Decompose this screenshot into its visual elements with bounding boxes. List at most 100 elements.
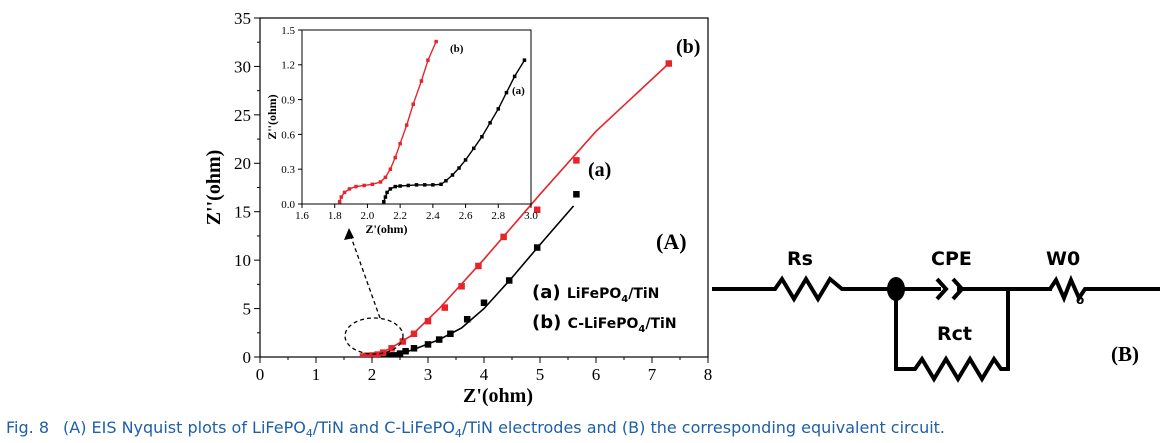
main-series-b-point (410, 330, 418, 338)
main-series-b-point (368, 352, 376, 357)
inset-series-a-point (398, 184, 402, 188)
inset-xtick-label: 3.0 (524, 210, 538, 222)
warburg-w0 (1048, 274, 1160, 304)
inset-series-a-point (457, 166, 461, 170)
inset-series-a-point (385, 190, 389, 195)
inset-series-b-point (426, 58, 430, 62)
main-ylabel: Z''(ohm) (203, 150, 225, 226)
caption-text-3: /TiN electrodes and (B) the correspondin… (461, 418, 946, 437)
inset-ytick-label: 1.5 (281, 25, 295, 37)
legend-entry-text: /TiN (645, 316, 676, 332)
inset-ytick-label: 0.0 (281, 199, 295, 211)
main-series-a-point (505, 277, 513, 284)
main-series-b-point (665, 60, 673, 67)
inset-ytick-label: 0.6 (281, 129, 295, 141)
inset-series-a-point (463, 158, 468, 162)
main-series-b-point (363, 352, 370, 357)
inset-series-a-point (383, 195, 388, 199)
legend-entry-text: (b) (532, 312, 568, 333)
label-w-sub: o (1076, 293, 1084, 307)
inset-series-b-point (339, 195, 344, 199)
main-series-a-point (391, 352, 398, 357)
main-xlabel: Z'(ohm) (463, 385, 533, 407)
inset-xtick-label: 1.6 (295, 210, 309, 222)
main-xtick-label: 8 (704, 365, 713, 384)
inset-series-a-point (382, 199, 386, 204)
legend-entry-text: C-LiFePO (568, 316, 639, 332)
label-rct: Rct (937, 323, 972, 345)
caption-text-2: /TiN and C-LiFePO (312, 418, 455, 437)
inset-series-a-point (522, 58, 527, 62)
main-ytick-label: 35 (234, 9, 251, 28)
main-series-b-point (388, 345, 395, 352)
inset-series-b-point (411, 102, 415, 106)
main-series-b-point (458, 283, 465, 290)
legend-entry-text: LiFePO (567, 286, 621, 302)
main-ytick-label: 20 (234, 154, 251, 173)
main-series-a-point (410, 345, 418, 352)
cpe-plate-left (935, 277, 949, 301)
inset-series-a-point (450, 173, 455, 177)
inset-series-a-point (472, 146, 476, 151)
circuit-node (887, 277, 905, 301)
inset-series-b-point (383, 175, 388, 180)
inset-ylabel: Z''(ohm) (265, 94, 279, 139)
inset-xlabel: Z'(ohm) (366, 222, 408, 236)
main-xtick-label: 2 (368, 365, 377, 384)
main-xtick-label: 3 (424, 365, 433, 384)
zoom-arrow-line (349, 233, 381, 319)
inset-series-a-point (496, 107, 501, 111)
inset-xtick-label: 1.8 (328, 210, 342, 222)
main-ytick-label: 25 (234, 106, 251, 125)
inset-ytick-label: 1.2 (281, 60, 295, 72)
caption-text-1: (A) EIS Nyquist plots of LiFePO (63, 418, 306, 437)
main-series-a-point (533, 244, 541, 251)
inset-series-a-point (488, 121, 492, 125)
main-ytick-label: 0 (243, 348, 252, 367)
resistor-rs (712, 275, 896, 303)
inset-series-b-point (398, 141, 402, 146)
main-series-b-point (359, 353, 367, 357)
main-series-b-point (475, 262, 482, 270)
inset-series-a-point (444, 179, 448, 183)
caption-sub-1: 4 (305, 427, 313, 441)
main-ytick-label: 15 (234, 203, 251, 222)
main-series-a-point (447, 330, 454, 338)
inset-series-a-point (431, 183, 435, 187)
inset-ytick-label: 0.9 (281, 94, 295, 106)
main-series-b-point (399, 338, 407, 345)
inset-series-a-point (512, 74, 517, 79)
inset-series-a-point (504, 90, 509, 95)
nyquist-inset-chart: 1.6 1.8 2.0 2.2 2.4 2.6 2.8 3.0 0.0 0.3 0.6 0.9 1.2 1… (265, 25, 538, 236)
inset-series-a-point (388, 187, 393, 191)
main-xtick-label: 6 (592, 365, 601, 384)
inset-series-a-point (393, 184, 397, 189)
inset-series-a-point (406, 183, 411, 188)
main-ytick-label: 30 (234, 57, 251, 76)
legend-entry-text: /TiN (628, 286, 659, 302)
main-series-a-point (385, 352, 393, 357)
inset-series-a-label: (a) (512, 85, 525, 97)
inset-frame (301, 29, 532, 205)
inset-series-a-point (480, 134, 484, 139)
main-series-b-label: (b) (676, 36, 700, 58)
inset-series-b-point (404, 123, 409, 127)
inset-series-b-point (370, 182, 375, 187)
main-plot-area (359, 60, 673, 357)
inset-series-b-label: (b) (450, 43, 464, 55)
main-xtick-label: 5 (536, 365, 545, 384)
main-xtick-label: 1 (312, 365, 321, 384)
main-series-a-point (573, 191, 580, 198)
main-series-b-point (374, 351, 381, 357)
inset-series-b-point (388, 167, 393, 171)
main-series-b-point (379, 349, 387, 356)
main-ytick-label: 10 (234, 251, 251, 270)
main-series-b-point (441, 304, 449, 311)
inset-xtick-label: 2.0 (361, 210, 375, 222)
inset-series-b-point (393, 155, 397, 160)
inset-series-b-point (337, 199, 342, 204)
inset-ytick-label: 0.3 (281, 164, 295, 176)
label-w0: W0 (1046, 248, 1080, 270)
legend-entry-a: (a) LiFePO4/TiN (532, 282, 659, 305)
